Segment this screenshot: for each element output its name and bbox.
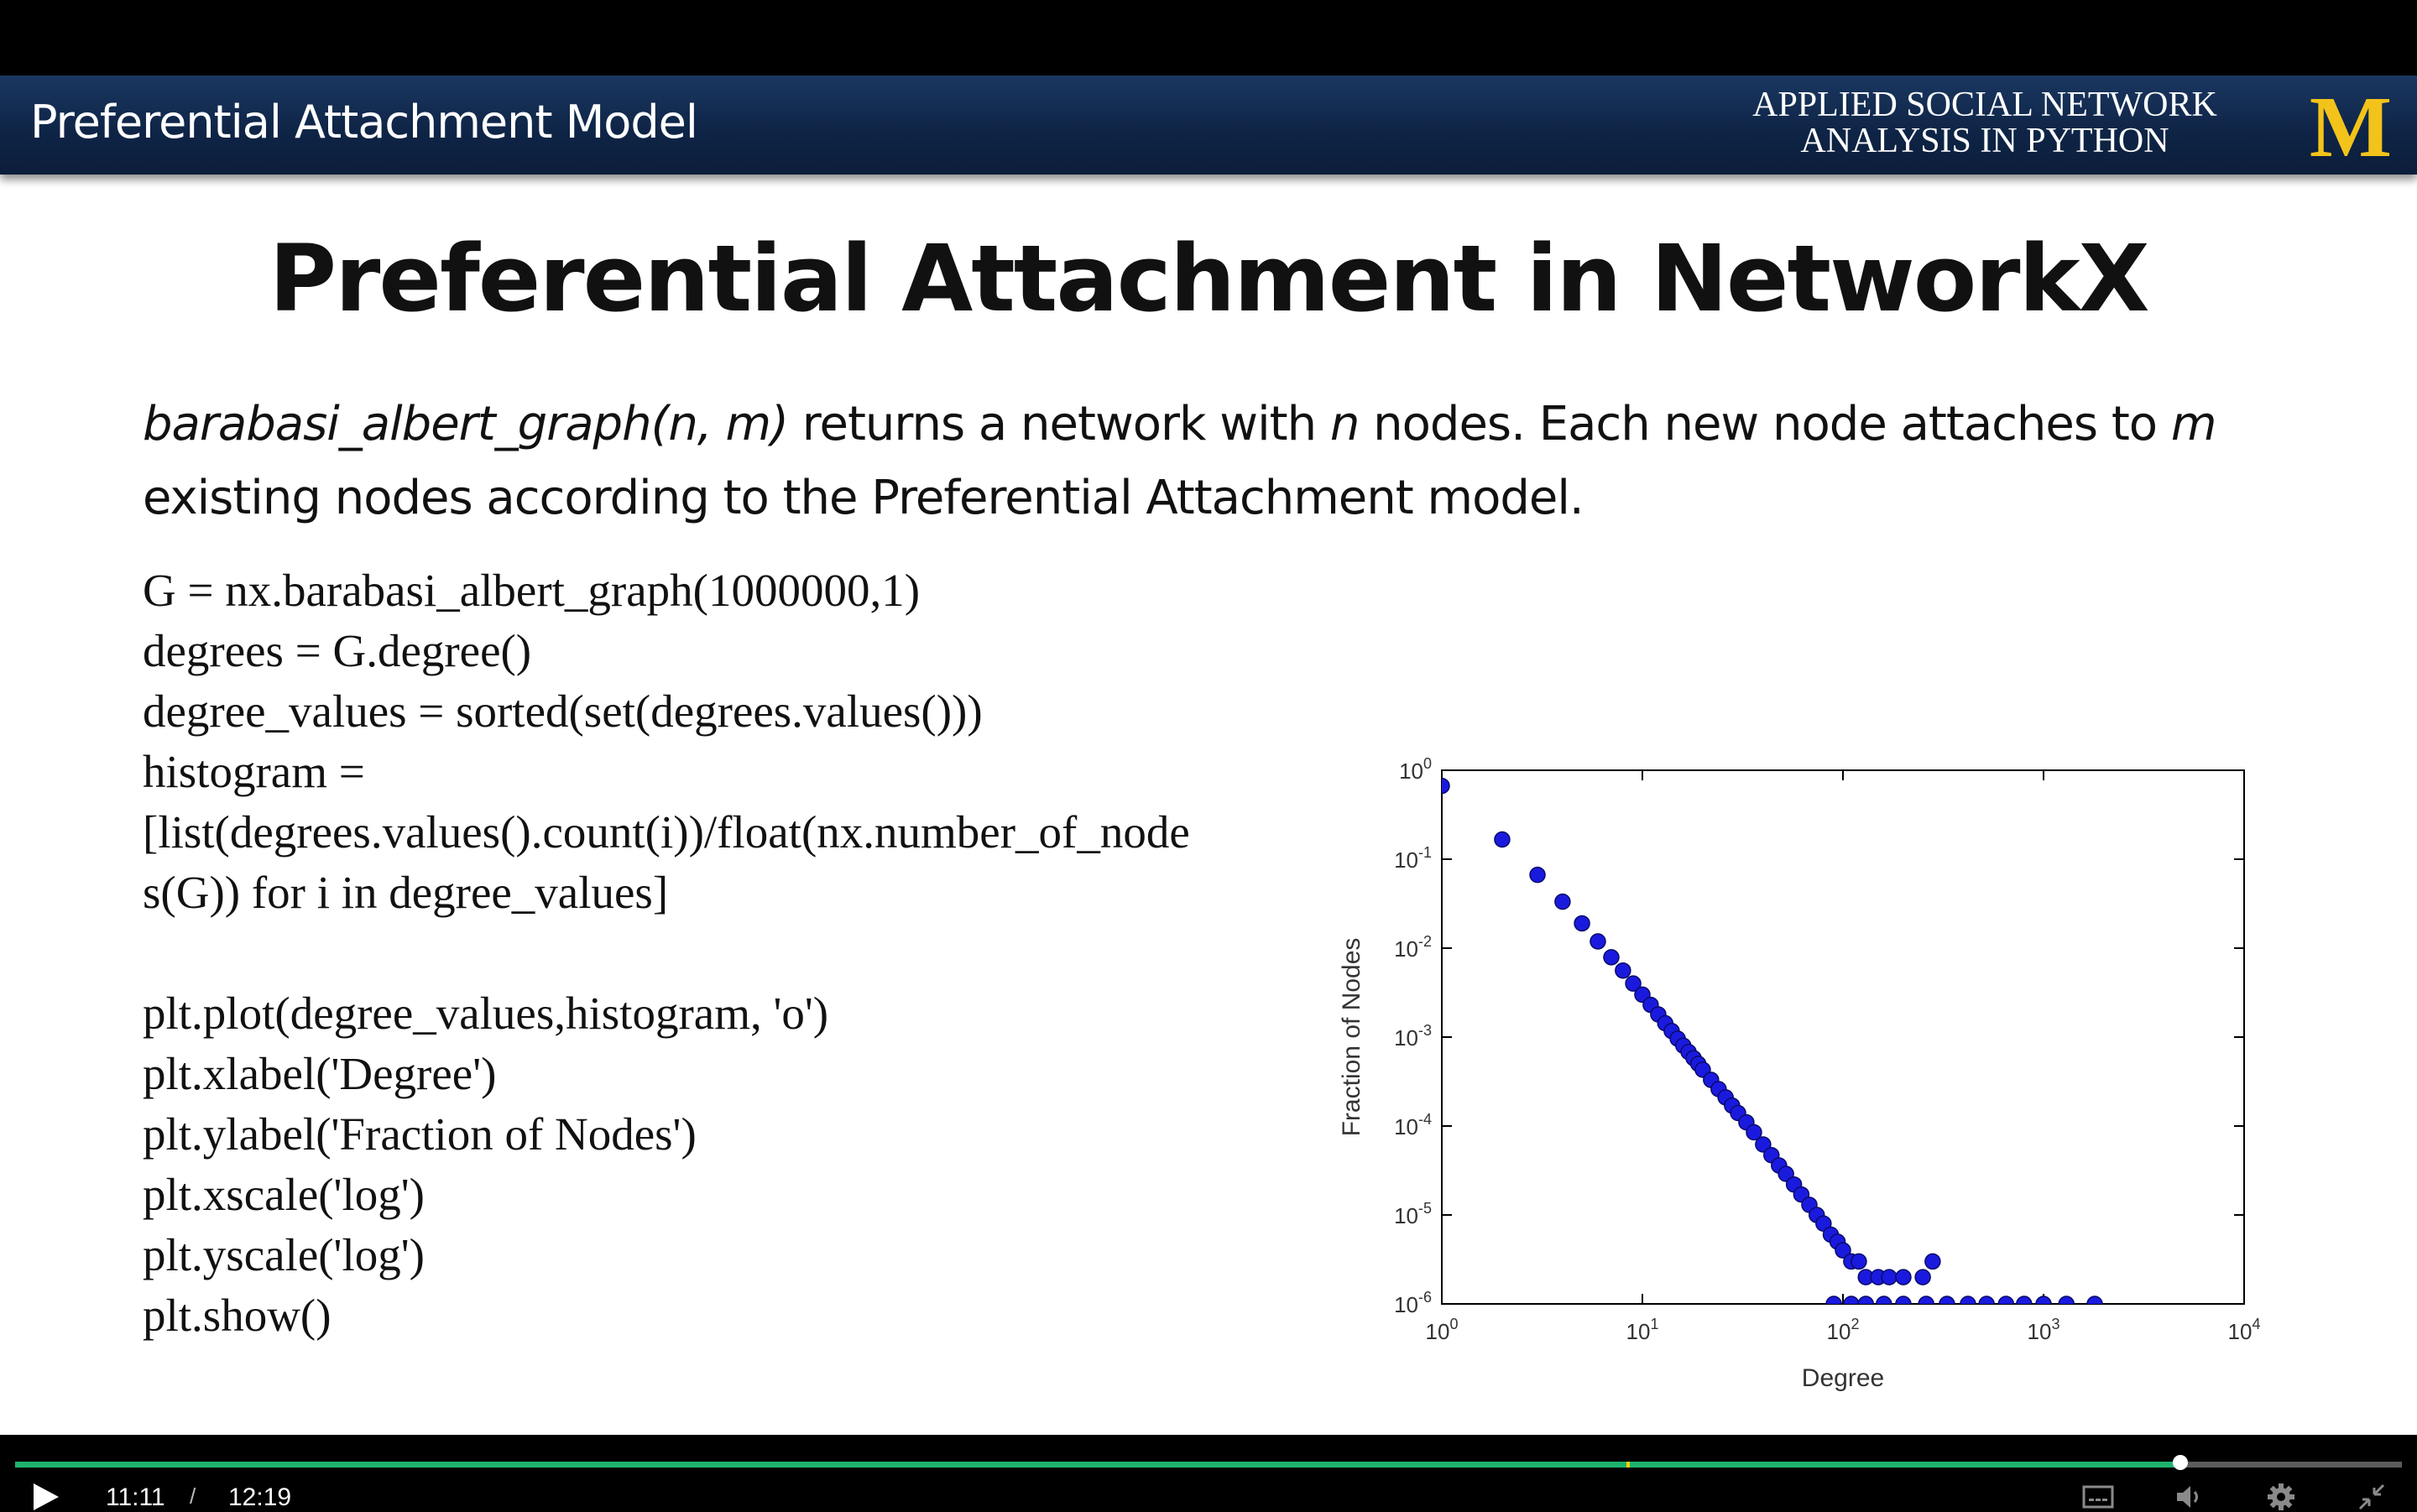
y-tick-label: 10-2 [1394,933,1432,962]
data-point [1825,1296,1842,1304]
course-name: APPLIED SOCIAL NETWORK ANALYSIS IN PYTHO… [1729,87,2241,159]
data-point [1529,866,1546,884]
description-text-3: existing nodes according to the Preferen… [143,471,1584,525]
x-tick-label: 100 [1426,1316,1459,1344]
slide: Preferential Attachment Model APPLIED SO… [0,76,2417,1435]
code-line: G = nx.barabasi_albert_graph(1000000,1) [143,565,921,616]
data-point [1914,1269,1931,1285]
scatter-plot: 100 101 102 103 104 100 10-1 10-2 10-3 10-4 10-5 10… [1338,755,2261,1392]
x-tick-label: 103 [2028,1316,2060,1344]
data-point [1997,1296,2015,1304]
function-signature: barabasi_albert_graph(n, m) [143,397,789,451]
slide-description: barabasi_albert_graph(n, m) returns a ne… [143,388,2358,535]
data-point [1746,1124,1762,1141]
data-point [2058,1296,2075,1304]
volume-icon[interactable] [2172,1482,2206,1512]
time-separator: / [190,1483,196,1509]
data-point [1881,1269,1898,1285]
university-logo-icon: M [2310,89,2392,161]
data-point [1494,831,1511,848]
x-tick-label: 102 [1827,1316,1860,1344]
captions-icon[interactable] [2081,1482,2115,1512]
code-line: degrees = G.degree() [143,625,532,676]
progress-scrubber-handle[interactable] [2172,1455,2188,1470]
x-tick-label: 104 [2228,1316,2261,1344]
current-time: 11:11 [106,1483,165,1511]
data-point [1835,1242,1851,1259]
data-point [1924,1253,1941,1270]
slide-title: Preferential Attachment in NetworkX [269,225,2149,332]
data-points [1442,777,2103,1304]
code-line: plt.show() [143,1290,331,1341]
code-line: plt.yscale('log') [143,1229,425,1280]
slide-banner: Preferential Attachment Model APPLIED SO… [0,76,2417,175]
exit-fullscreen-icon[interactable] [2355,1482,2388,1512]
data-point [2016,1296,2033,1304]
y-tick-label: 100 [1399,755,1432,784]
chapter-marker [1626,1462,1630,1468]
data-point [1960,1296,1976,1304]
video-player-controls: 11:11 / 12:19 [0,1435,2417,1512]
degree-distribution-chart: 100 101 102 103 104 100 10-1 10-2 10-3 10-4 10-5 10… [1318,663,2316,1418]
data-point [1895,1269,1912,1285]
y-tick-label: 10-4 [1394,1111,1432,1139]
data-point [2086,1296,2103,1304]
code-line: plt.xlabel('Degree') [143,1048,497,1099]
data-point [1554,893,1571,910]
course-name-line-1: APPLIED SOCIAL NETWORK [1752,86,2217,124]
description-text-2: nodes. Each new node attaches to [1359,397,2171,451]
data-point [1442,777,1450,795]
data-point [1574,915,1590,932]
code-line: plt.ylabel('Fraction of Nodes') [143,1108,697,1160]
code-line: degree_values = sorted(set(degrees.value… [143,686,983,737]
code-line: plt.xscale('log') [143,1169,425,1220]
data-point [1895,1296,1912,1304]
data-point [1939,1296,1955,1304]
description-text-1: returns a network with [787,397,1330,451]
progress-fill [15,1462,2180,1468]
y-axis-label: Fraction of Nodes [1338,938,1365,1137]
code-block: G = nx.barabasi_albert_graph(1000000,1)d… [143,560,1334,1346]
data-point [1590,933,1606,950]
data-point [1918,1296,1934,1304]
data-point [1851,1253,1867,1270]
logo-letter: M [2310,89,2392,161]
data-point [1625,975,1642,992]
data-point [1755,1136,1772,1153]
total-time: 12:19 [228,1483,292,1511]
data-point [1615,962,1631,979]
x-axis-label: Degree [1802,1364,1884,1392]
plot-frame [1441,769,2245,1305]
code-line: [list(degrees.values().count(i))/float(n… [143,806,1190,858]
progress-bar[interactable] [15,1462,2402,1468]
y-tick-label: 10-1 [1394,844,1432,873]
data-point [1876,1296,1892,1304]
code-line: plt.plot(degree_values,histogram, 'o') [143,988,829,1039]
settings-gear-icon[interactable] [2264,1482,2298,1512]
code-line [143,923,1334,983]
data-point [1603,949,1620,966]
code-line: s(G)) for i in degree_values] [143,867,669,918]
course-name-line-2: ANALYSIS IN PYTHON [1800,122,2169,160]
x-tick-label: 101 [1626,1316,1659,1344]
banner-title: Preferential Attachment Model [30,96,698,149]
code-line: histogram = [143,746,365,797]
param-n: n [1329,397,1360,451]
y-tick-label: 10-3 [1394,1022,1432,1051]
y-tick-label: 10-6 [1394,1289,1432,1317]
y-tick-label: 10-5 [1394,1200,1432,1228]
data-point [1978,1296,1995,1304]
play-icon[interactable] [30,1482,60,1512]
data-point [1843,1296,1860,1304]
param-m: m [2170,397,2217,451]
data-point [1857,1296,1874,1304]
data-point [2035,1296,2052,1304]
